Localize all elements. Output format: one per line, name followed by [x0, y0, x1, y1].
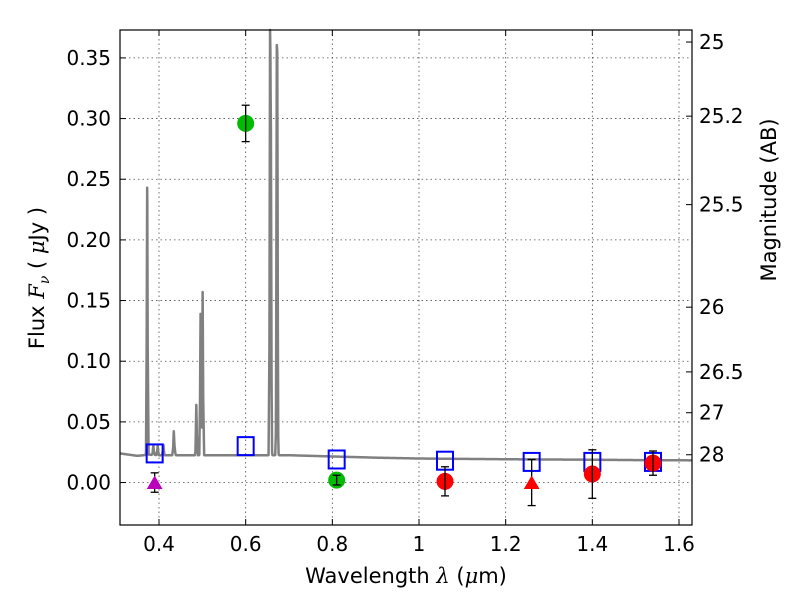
right-axis-label: Magnitude (AB) — [757, 118, 781, 281]
x-tick-label: 1 — [413, 532, 426, 556]
model-spectrum-line — [119, 28, 692, 462]
mag-tick-label: 26 — [699, 295, 724, 319]
mag-tick-label: 25.2 — [699, 104, 744, 128]
grid-lines — [120, 30, 692, 525]
mag-tick-label: 27 — [699, 401, 724, 425]
axis-ticks: 0.4 0.6 0.8 1 1.2 1.4 1.6 0.00 0.05 0.10 0.15 0.20 0… — [66, 30, 744, 556]
x-tick-label: 1.4 — [576, 532, 608, 556]
x-tick-label: 1.2 — [490, 532, 522, 556]
y-tick-label: 0.00 — [66, 471, 111, 495]
y-axis-label: Flux Fν ( μJy ) — [25, 207, 53, 349]
data-point-triangle — [146, 475, 163, 490]
x-tick-label: 0.4 — [143, 532, 175, 556]
x-tick-label: 0.6 — [230, 532, 262, 556]
y-tick-label: 0.20 — [66, 228, 111, 252]
plot-frame — [119, 29, 693, 526]
model-point-square — [145, 443, 164, 464]
y-tick-label: 0.25 — [66, 167, 111, 191]
y-tick-label: 0.30 — [66, 107, 111, 131]
y-tick-label: 0.35 — [66, 46, 111, 70]
y-tick-label: 0.15 — [66, 289, 111, 313]
y-tick-label: 0.10 — [66, 349, 111, 373]
mag-tick-label: 25.5 — [699, 193, 744, 217]
y-tick-label: 0.05 — [66, 410, 111, 434]
model-point-square — [327, 449, 346, 470]
data-point-triangle — [523, 475, 540, 490]
mag-tick-label: 25 — [699, 30, 724, 54]
x-axis-label: Wavelength λ (μm) — [305, 564, 507, 588]
data-markers — [145, 104, 662, 507]
x-tick-label: 0.8 — [316, 532, 348, 556]
x-tick-label: 1.6 — [663, 532, 695, 556]
model-point-square — [236, 436, 255, 457]
mag-tick-label: 26.5 — [699, 360, 744, 384]
mag-tick-label: 28 — [699, 443, 724, 467]
